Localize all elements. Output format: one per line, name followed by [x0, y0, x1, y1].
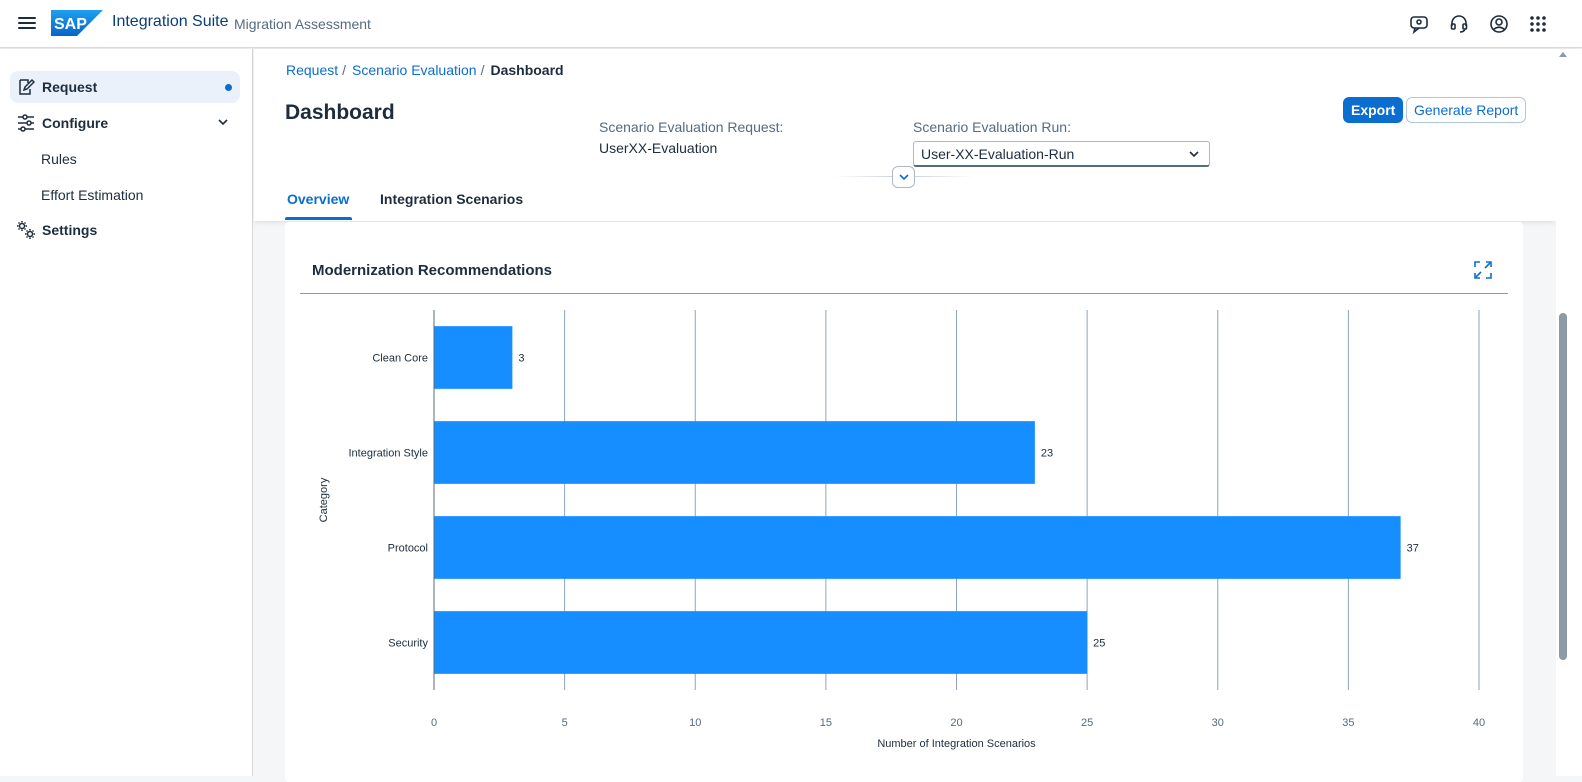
x-tick-label: 35 — [1342, 717, 1354, 729]
menu-icon[interactable] — [18, 14, 38, 34]
page-header: Request / Scenario Evaluation / Dashboard Da… — [254, 49, 1556, 221]
svg-text:SAP: SAP — [54, 16, 87, 33]
x-tick-label: 5 — [562, 717, 568, 729]
side-navigation: Request Configure Rules Effort Estimatio… — [0, 49, 253, 776]
data-label: 37 — [1407, 543, 1419, 555]
x-axis-title: Number of Integration Scenarios — [877, 738, 1036, 750]
bar-chart: 0 5 10 15 20 25 30 35 40 3 Clean Core 23 Integration… — [318, 310, 1485, 750]
tab-selected-indicator — [285, 217, 352, 220]
tab-overview[interactable]: Overview — [287, 191, 350, 207]
breadcrumb-separator: / — [342, 62, 347, 78]
scrollbar-thumb[interactable] — [1559, 313, 1567, 660]
y-tick-label: Integration Style — [349, 448, 429, 460]
run-label: Scenario Evaluation Run: — [913, 119, 1071, 135]
y-axis-title: Category — [318, 477, 330, 522]
y-tick-label: Security — [388, 638, 428, 650]
selected-indicator — [225, 84, 232, 91]
y-tick-label: Clean Core — [372, 353, 428, 365]
nav-item-configure[interactable]: Configure — [10, 107, 240, 139]
x-tick-label: 10 — [689, 717, 701, 729]
feedback-icon[interactable] — [1408, 13, 1430, 35]
nav-item-effort-estimation[interactable]: Effort Estimation — [41, 187, 144, 203]
support-icon[interactable] — [1448, 13, 1470, 35]
run-select-value: User-XX-Evaluation-Run — [921, 145, 1075, 162]
nav-item-request[interactable]: Request — [10, 71, 240, 103]
export-button[interactable]: Export — [1343, 97, 1404, 123]
collapse-header-button[interactable] — [892, 166, 915, 188]
nav-label-configure: Configure — [42, 115, 109, 131]
x-tick-label: 40 — [1473, 717, 1485, 729]
bar — [434, 611, 1088, 674]
nav-label-settings: Settings — [42, 222, 98, 238]
app-subtitle: Migration Assessment — [234, 16, 371, 32]
breadcrumb-separator: / — [480, 62, 485, 78]
breadcrumb-link-scenario-evaluation[interactable]: Scenario Evaluation — [352, 62, 477, 78]
x-tick-label: 20 — [950, 717, 962, 729]
breadcrumb-link-request[interactable]: Request — [286, 62, 339, 78]
data-label: 23 — [1041, 448, 1053, 460]
fullscreen-icon[interactable] — [1474, 261, 1492, 279]
card-title: Modernization Recommendations — [312, 262, 553, 279]
data-label: 25 — [1093, 638, 1105, 650]
nav-label-request: Request — [42, 79, 98, 95]
request-value: UserXX-Evaluation — [599, 140, 718, 156]
x-tick-label: 30 — [1212, 717, 1224, 729]
breadcrumb: Request / Scenario Evaluation / Dashboard — [286, 62, 564, 78]
chevron-down-icon — [898, 174, 909, 181]
gears-icon — [15, 219, 37, 241]
request-label: Scenario Evaluation Request: — [599, 119, 784, 135]
edit-icon — [15, 76, 37, 98]
bar — [434, 421, 1035, 484]
user-icon[interactable] — [1488, 13, 1510, 35]
generate-report-button[interactable]: Generate Report — [1406, 97, 1527, 123]
breadcrumb-current: Dashboard — [490, 62, 564, 78]
bar — [434, 326, 513, 389]
data-label: 3 — [518, 353, 524, 365]
y-tick-label: Protocol — [388, 543, 428, 555]
filter-settings-icon — [15, 112, 37, 134]
run-select[interactable]: User-XX-Evaluation-Run — [913, 141, 1210, 167]
scroll-up-icon[interactable] — [1559, 52, 1567, 57]
app-title: Integration Suite — [112, 13, 229, 30]
tab-integration-scenarios[interactable]: Integration Scenarios — [380, 191, 524, 207]
x-tick-label: 25 — [1081, 717, 1093, 729]
chevron-down-icon[interactable] — [216, 115, 230, 134]
bar — [434, 516, 1401, 579]
shell-bar: SAP Integration Suite Migration Assessme… — [0, 0, 1582, 48]
chevron-down-icon[interactable] — [1187, 147, 1201, 164]
page-title: Dashboard — [285, 101, 395, 124]
nav-item-rules[interactable]: Rules — [41, 151, 77, 167]
sap-logo[interactable]: SAP — [51, 10, 103, 36]
product-switch-icon[interactable] — [1527, 13, 1549, 35]
x-tick-label: 15 — [820, 717, 832, 729]
card-divider — [300, 293, 1508, 294]
chart-card: Modernization Recommendations 0 5 10 15 20 25… — [285, 222, 1523, 782]
nav-item-settings[interactable]: Settings — [10, 214, 240, 246]
x-tick-label: 0 — [431, 717, 437, 729]
